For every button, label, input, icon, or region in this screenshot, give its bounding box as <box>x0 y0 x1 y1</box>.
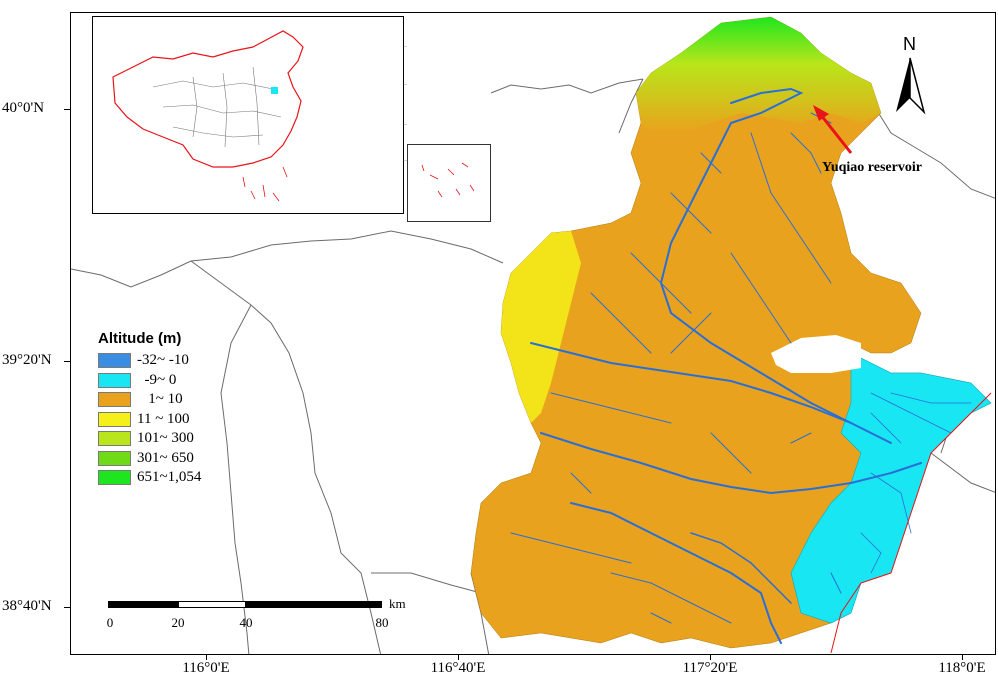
north-arrow-icon <box>896 57 926 115</box>
inset-china-outline <box>112 30 304 202</box>
legend-item: 1~ 10 <box>98 390 201 410</box>
scale-label: 0 <box>106 615 114 630</box>
legend-label: 11 ~ 100 <box>137 410 190 427</box>
legend-swatch <box>98 353 131 369</box>
axis-tick <box>64 109 70 110</box>
study-area-marker <box>271 87 278 94</box>
map-canvas <box>71 16 995 654</box>
terrain-region <box>470 16 992 649</box>
legend-label: 1~ 10 <box>137 391 183 408</box>
inset-locator-map: — — — — <box>92 16 491 222</box>
scale-label: 20 <box>171 615 185 630</box>
legend-label: -9~ 0 <box>137 371 177 388</box>
scale-unit: km <box>389 596 406 611</box>
legend-swatch <box>98 411 131 427</box>
north-label: N <box>903 34 916 54</box>
coastline <box>830 392 992 654</box>
reservoir-annotation: Yuqiao reservoir <box>822 160 922 175</box>
axis-tick <box>710 655 711 660</box>
scale-segment <box>178 601 246 608</box>
legend-item: -9~ 0 <box>98 371 201 391</box>
reservoir-arrow <box>813 105 853 154</box>
legend-swatch <box>98 372 131 388</box>
scale-segment <box>246 601 382 608</box>
scale-label: 40 <box>239 615 253 630</box>
legend-label: 301~ 650 <box>137 449 194 466</box>
axis-tick <box>64 361 70 362</box>
axis-tick <box>458 655 459 660</box>
longitude-label: 117°20'E <box>682 660 738 676</box>
legend-item: 101~ 300 <box>98 429 201 449</box>
axis-tick <box>64 607 70 608</box>
scale-label: 80 <box>375 615 389 630</box>
map-frame <box>70 12 996 655</box>
axis-tick <box>206 655 207 660</box>
legend-swatch <box>98 431 131 447</box>
legend-item: 301~ 650 <box>98 449 201 469</box>
latitude-label: 38°40'N <box>2 598 52 614</box>
legend-item: 651~1,054 <box>98 468 201 488</box>
longitude-label: 118°0'E <box>938 660 986 676</box>
latitude-label: 40°0'N <box>2 100 45 116</box>
axis-tick <box>962 655 963 660</box>
inset-south-china-sea <box>407 144 491 222</box>
legend-label: 651~1,054 <box>137 469 202 486</box>
legend-swatch <box>98 392 131 408</box>
legend-swatch <box>98 470 131 486</box>
legend-swatch <box>98 450 131 466</box>
legend-item: 11 ~ 100 <box>98 410 201 430</box>
scale-segment <box>108 601 178 608</box>
river-network <box>510 87 972 644</box>
legend-item: -32~ -10 <box>98 351 201 371</box>
legend-label: -32~ -10 <box>137 352 189 369</box>
legend-title: Altitude (m) <box>98 330 182 347</box>
altitude-legend: Altitude (m) -32~ -10 -9~ 0 1~ 10 11 ~ 1… <box>98 330 201 488</box>
longitude-label: 116°40'E <box>430 660 486 676</box>
legend-label: 101~ 300 <box>137 430 194 447</box>
latitude-label: 39°20'N <box>2 352 52 368</box>
longitude-label: 116°0'E <box>182 660 230 676</box>
